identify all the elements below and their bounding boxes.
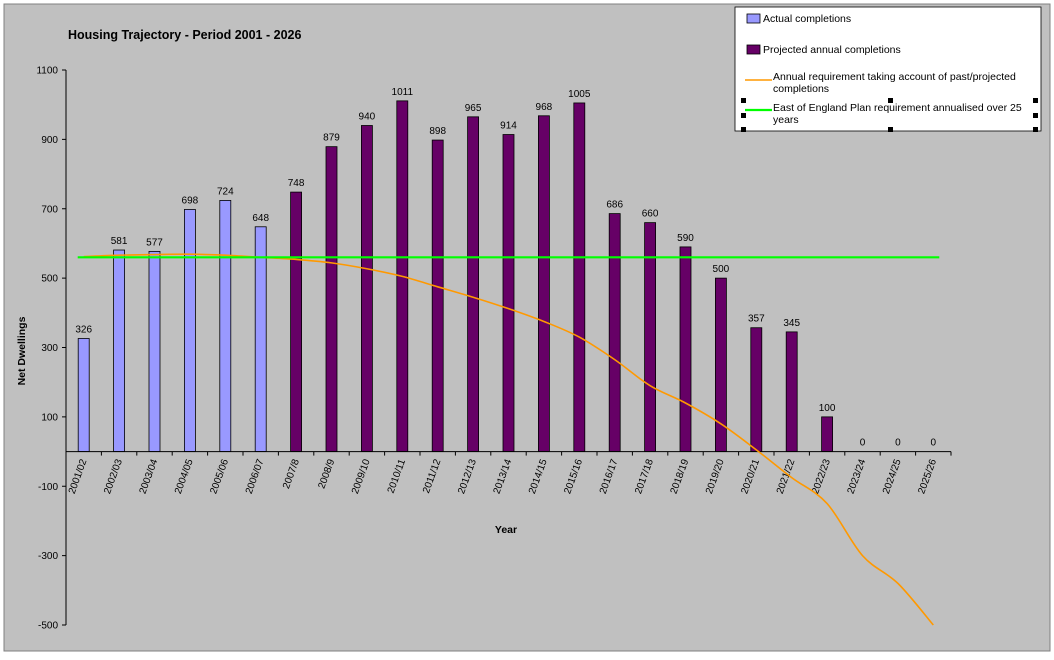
data-labels-group: 326 581 577 698 724 648 748 879 940 1011 898 965 914… [75, 87, 936, 449]
legend-swatch-actual [746, 13, 761, 24]
bar [325, 146, 338, 452]
chart-title: Housing Trajectory - Period 2001 - 2026 [68, 28, 301, 42]
data-label: 914 [500, 121, 517, 132]
bar [608, 213, 621, 452]
bar [785, 331, 798, 452]
selection-handle[interactable] [888, 127, 893, 132]
x-axis-label: Year [495, 524, 517, 536]
bar [431, 139, 444, 452]
y-tick-label: -500 [38, 621, 58, 632]
bar [538, 115, 550, 452]
bar [750, 327, 763, 452]
data-label: 1005 [568, 89, 591, 100]
data-label: 879 [323, 133, 340, 144]
data-label: 581 [111, 236, 128, 247]
selection-handle[interactable] [741, 113, 746, 118]
data-label: 1011 [392, 87, 414, 98]
data-label: 100 [819, 403, 836, 414]
selection-handle[interactable] [741, 98, 746, 103]
legend-label-annual-requirement: Annual requirement taking account of pas… [773, 71, 1016, 95]
data-label: 577 [146, 237, 163, 248]
y-tick-label: 500 [41, 274, 58, 285]
legend-label-annual-requirement-box: Annual requirement taking account of pas… [773, 71, 1016, 95]
selection-handle[interactable] [1033, 113, 1038, 118]
y-tick-label: 300 [41, 343, 58, 354]
legend-swatch-projected [746, 44, 761, 55]
data-label: 357 [748, 314, 765, 325]
bar [183, 209, 196, 452]
bar [254, 226, 267, 452]
selection-handle[interactable] [1033, 127, 1038, 132]
bar [467, 116, 480, 452]
bar [148, 251, 161, 452]
y-tick-label: 900 [41, 135, 58, 146]
bar [502, 134, 515, 452]
data-label: 724 [217, 186, 234, 197]
bar [679, 246, 692, 452]
bar [573, 102, 586, 452]
lines-group [77, 253, 940, 626]
y-tick-label: -300 [38, 551, 58, 562]
data-label: 590 [677, 233, 694, 244]
legend-label-projected: Projected annual completions [763, 44, 901, 56]
legend-label-actual: Actual completions [763, 13, 851, 25]
legend[interactable]: Actual completions Projected annual comp… [734, 6, 1042, 132]
data-label: 0 [931, 438, 937, 449]
series-line [83, 253, 934, 626]
selection-handle[interactable] [741, 127, 746, 132]
data-label: 965 [465, 103, 482, 114]
legend-box [734, 6, 1042, 132]
data-label: 698 [182, 195, 199, 206]
bar [821, 416, 833, 452]
data-label: 748 [288, 178, 305, 189]
selection-handle[interactable] [1033, 98, 1038, 103]
selection-handle[interactable] [888, 98, 893, 103]
data-label: 0 [895, 438, 901, 449]
y-tick-label: 700 [41, 204, 58, 215]
data-label: 500 [713, 264, 730, 275]
bar [113, 249, 125, 452]
bar [77, 338, 90, 452]
bar [360, 125, 373, 452]
data-label: 686 [606, 200, 623, 211]
data-label: 940 [359, 112, 376, 123]
legend-label-eoe-plan: East of England Plan requirement annuali… [773, 102, 1022, 126]
data-label: 968 [536, 102, 553, 113]
data-label: 345 [783, 318, 800, 329]
bar [219, 200, 232, 452]
legend-label-eoe-plan-box: East of England Plan requirement annuali… [773, 102, 1022, 126]
y-tick-label: -100 [38, 482, 58, 493]
data-label: 648 [252, 213, 269, 224]
data-label: 660 [642, 209, 659, 220]
y-tick-label: 100 [41, 412, 58, 423]
data-label: 326 [75, 324, 92, 335]
data-label: 0 [860, 438, 866, 449]
y-tick-label: 1100 [36, 66, 58, 77]
data-label: 898 [429, 126, 446, 137]
bar [290, 191, 303, 452]
y-axis-label: Net Dwellings [16, 316, 28, 385]
